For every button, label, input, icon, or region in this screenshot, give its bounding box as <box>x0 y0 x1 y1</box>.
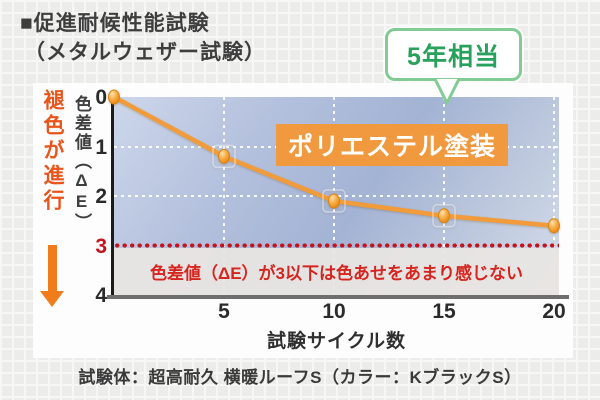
down-arrow-icon <box>40 245 64 307</box>
x-tick-15: 15 <box>432 300 456 323</box>
x-axis-line <box>107 295 569 299</box>
y-tick-3: 3 <box>95 234 107 258</box>
chart-panel: 褪色が進行 色差値（ΔE） 0 1 2 3 4 色差値（ΔE）が3以下は色あせをあまり感… <box>33 83 573 358</box>
page-title-line2: （メタルウェザー試験） <box>24 40 266 64</box>
threshold-dotted-line <box>114 243 559 248</box>
data-point-0 <box>108 89 120 105</box>
y-axis-ticks: 0 1 2 3 4 <box>81 87 109 306</box>
y-axis-label: 色差値（ΔE） <box>72 95 91 232</box>
data-point-10 <box>328 193 340 209</box>
fading-annotation: 褪色が進行 <box>37 89 67 307</box>
fading-direction-label: 褪色が進行 <box>41 89 64 214</box>
bubble-tail-icon <box>433 78 461 105</box>
threshold-band: 色差値（ΔE）が3以下は色あせをあまり感じない <box>114 248 559 295</box>
page-title: ■促進耐候性能試験 （メタルウェザー試験） <box>20 10 266 68</box>
data-point-20 <box>548 218 560 234</box>
y-tick-2: 2 <box>95 185 107 208</box>
x-axis-title: 試験サイクル数 <box>266 331 407 352</box>
v-gridline <box>223 97 225 295</box>
annotation-bubble: 5年相当 <box>385 28 522 105</box>
y-tick-1: 1 <box>95 135 107 159</box>
v-gridline <box>553 97 555 295</box>
data-point-15 <box>438 208 450 224</box>
y-axis-line <box>111 97 114 296</box>
v-gridline <box>443 97 445 295</box>
series-label: ポリエステル塗装 <box>276 124 509 166</box>
y-tick-4: 4 <box>95 284 107 307</box>
y-tick-0: 0 <box>95 86 107 109</box>
threshold-note: 色差値（ΔE）が3以下は色あせをあまり感じない <box>149 264 523 283</box>
annotation-bubble-text: 5年相当 <box>407 42 500 71</box>
specimen-caption: 試験体：超高耐久 横暖ルーフS（カラー：KブラックS） <box>78 368 522 387</box>
page-title-line1: ■促進耐候性能試験 <box>20 12 210 35</box>
plot-area: 色差値（ΔE）が3以下は色あせをあまり感じない ポリエステル塗装 <box>108 89 560 295</box>
data-point-5 <box>218 148 230 164</box>
x-tick-5: 5 <box>218 300 230 323</box>
x-tick-10: 10 <box>322 300 346 323</box>
x-tick-20: 20 <box>542 300 566 323</box>
x-axis-ticks: 5 10 15 20 <box>114 300 566 325</box>
data-line-chart <box>108 89 560 234</box>
